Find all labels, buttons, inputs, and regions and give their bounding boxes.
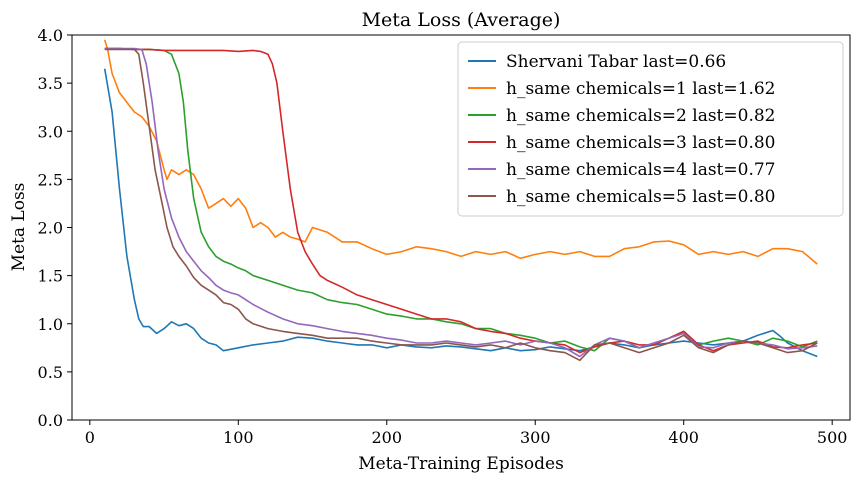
series-line-2 xyxy=(103,39,818,265)
x-tick-label: 500 xyxy=(817,428,848,447)
x-tick-label: 200 xyxy=(371,428,402,447)
x-tick-label: 0 xyxy=(85,428,95,447)
legend-label-1: Shervani Tabar last=0.66 xyxy=(506,52,726,72)
legend-label-2: h_same chemicals=1 last=1.62 xyxy=(506,79,776,99)
legend: Shervani Tabar last=0.66 h_same chemicals… xyxy=(457,41,844,217)
y-tick-label: 0.5 xyxy=(38,363,63,382)
chart-title: Meta Loss (Average) xyxy=(362,9,561,31)
y-tick-label: 3.5 xyxy=(38,74,63,93)
legend-box xyxy=(457,41,844,217)
y-tick-label: 1.0 xyxy=(38,315,63,334)
y-tick-label: 3.0 xyxy=(38,122,63,141)
x-tick-label: 100 xyxy=(223,428,254,447)
x-tick-label: 300 xyxy=(520,428,551,447)
x-axis-ticks: 0 100 200 300 400 500 xyxy=(85,420,848,447)
y-tick-label: 4.0 xyxy=(38,26,63,45)
legend-label-3: h_same chemicals=2 last=0.82 xyxy=(506,106,776,126)
legend-label-5: h_same chemicals=4 last=0.77 xyxy=(506,160,776,180)
y-axis-label: Meta Loss xyxy=(9,183,29,272)
legend-label-6: h_same chemicals=5 last=0.80 xyxy=(506,187,776,207)
y-tick-label: 2.5 xyxy=(38,170,63,189)
legend-label-4: h_same chemicals=3 last=0.80 xyxy=(506,133,776,153)
y-tick-label: 1.5 xyxy=(38,267,63,286)
series-line-6 xyxy=(104,48,818,362)
y-tick-label: 2.0 xyxy=(38,219,63,238)
x-axis-label: Meta-Training Episodes xyxy=(358,454,564,474)
y-tick-label: 0.0 xyxy=(38,411,63,430)
series-line-4 xyxy=(104,47,818,354)
y-axis-ticks: 0.0 0.5 1.0 1.5 2.0 2.5 3.0 3.5 4.0 xyxy=(38,26,72,430)
series-line-5 xyxy=(104,47,818,358)
x-tick-label: 400 xyxy=(668,428,699,447)
